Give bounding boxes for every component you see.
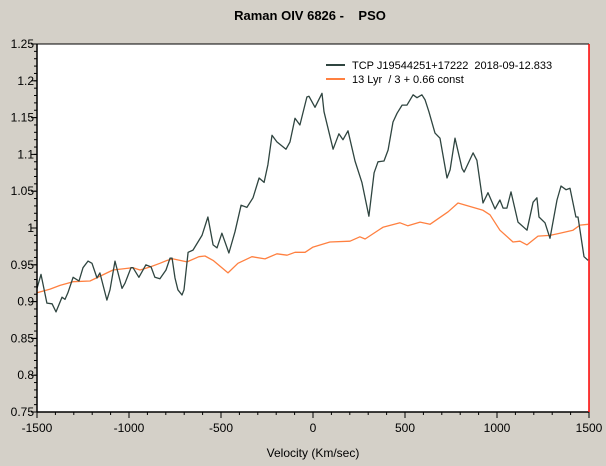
y-tick-label: 1.15: [11, 111, 35, 125]
y-tick-label: 0.9: [17, 295, 34, 309]
x-tick-label: -1000: [114, 421, 145, 435]
plot-area: [37, 44, 589, 412]
y-tick-label: 0.8: [17, 368, 34, 382]
y-tick-label: 1.1: [17, 147, 34, 161]
x-tick-label: 0: [310, 421, 317, 435]
y-tick-label: 0.85: [11, 331, 35, 345]
y-tick-label: 1: [27, 221, 34, 235]
series-line-0: [36, 92, 589, 313]
x-tick-label: 500: [395, 421, 415, 435]
x-tick-label: -1500: [22, 421, 53, 435]
legend: TCP J19544251+17222 2018-09-12.833 13 Ly…: [326, 60, 552, 86]
y-tick-label: 1.2: [17, 74, 34, 88]
y-tick-label: 1.25: [11, 37, 35, 51]
legend-label-1: 13 Lyr / 3 + 0.66 const: [352, 74, 464, 86]
x-tick-label: -500: [209, 421, 233, 435]
y-tick-label: 1.05: [11, 184, 35, 198]
y-tick-label: 0.75: [11, 405, 35, 419]
x-tick-label: 1500: [576, 421, 603, 435]
chart-title: Raman OIV 6826 - PSO: [234, 8, 386, 23]
x-tick-label: 1000: [484, 421, 511, 435]
y-tick-label: 0.95: [11, 258, 35, 272]
x-axis-label: Velocity (Km/sec): [267, 446, 360, 460]
legend-label-0: TCP J19544251+17222 2018-09-12.833: [352, 60, 552, 72]
